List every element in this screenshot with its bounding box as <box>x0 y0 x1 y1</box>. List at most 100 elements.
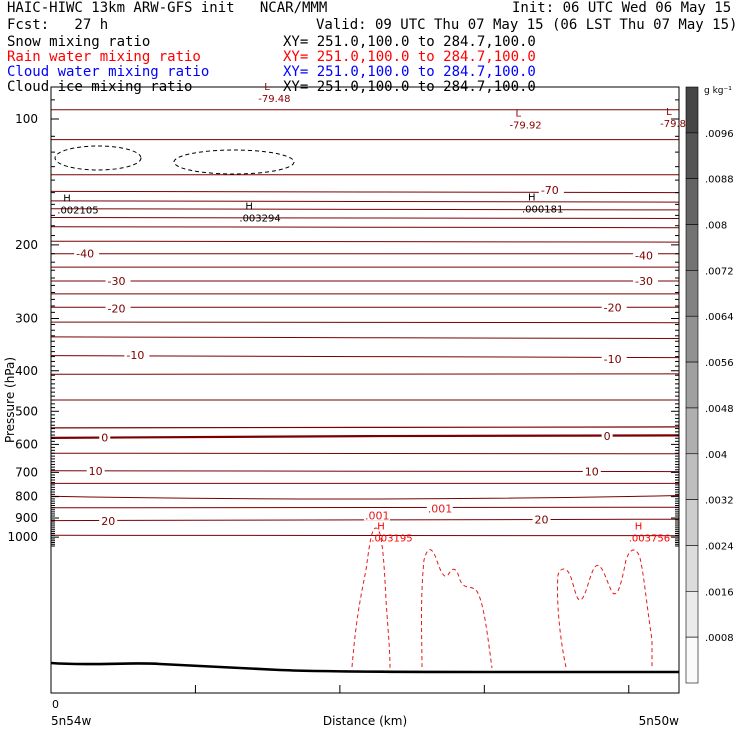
contour-labels: -70 -40 -40 -30 -30 -20 -20 -10 -10 0 0 10 10 20 20 .00… <box>74 183 659 528</box>
rain-contour-0 <box>351 527 391 669</box>
y-tick-label-400: 400 <box>15 364 38 378</box>
extremum-value-6: .003195 <box>371 533 412 544</box>
rain-label-0: .001 <box>365 509 390 522</box>
isotherm-3 <box>50 190 680 194</box>
y-tick-label-100: 100 <box>15 112 38 126</box>
terrain-outline <box>50 661 679 674</box>
colorbar-cell-6 <box>685 361 699 409</box>
isotherm-1 <box>50 138 680 141</box>
x-end-label-right: 5n50w <box>639 714 680 728</box>
label-bg <box>105 273 131 286</box>
temperature-label-13: 20 <box>101 515 115 528</box>
rain-contour-1 <box>421 549 493 669</box>
label-bg <box>99 514 118 527</box>
x-end-label-left: 5n54w <box>51 714 92 728</box>
temperature-label-11: 10 <box>89 465 103 478</box>
colorbar-cell-12 <box>685 636 699 684</box>
colorbar-cell-3 <box>685 224 699 271</box>
y-tick-label-500: 500 <box>15 404 38 418</box>
y-tick-label-300: 300 <box>15 312 38 326</box>
label-bg <box>105 301 131 314</box>
colorbar-cell-1 <box>685 132 699 179</box>
label-bg <box>86 463 105 476</box>
label-bg <box>582 464 601 477</box>
colorbar-unit: g kg⁻¹ <box>704 86 732 96</box>
temperature-label-2: -40 <box>635 249 653 262</box>
cloud-ice-contour-0 <box>54 145 142 171</box>
colorbar-cell-7 <box>685 407 699 455</box>
isotherm-7 <box>50 226 680 229</box>
temperature-label-12: 10 <box>585 465 599 478</box>
terrain-line <box>50 661 679 674</box>
isotherm-17 <box>50 373 680 376</box>
isotherm-11 <box>50 280 680 282</box>
temperature-label-9: 0 <box>101 432 108 445</box>
isotherm-zero <box>50 434 680 439</box>
temperature-label-4: -30 <box>635 275 653 288</box>
y-tick-label-700: 700 <box>15 465 38 479</box>
colorbar-cell-9 <box>685 499 699 546</box>
colorbar-label-8: .0032 <box>705 496 734 507</box>
label-bg <box>601 352 627 365</box>
y-axis: 1002003004005006007008009001000Pressure … <box>3 99 679 547</box>
isotherm-5 <box>50 208 680 211</box>
extremum-marker-7: H <box>635 521 643 532</box>
colorbar-cell-5 <box>685 315 699 363</box>
extremum-marker-6: H <box>377 521 385 532</box>
colorbar-cell-8 <box>685 453 699 500</box>
label-bg <box>99 430 111 443</box>
rain-label-1: .001 <box>428 502 453 515</box>
colorbar-label-1: .0088 <box>705 175 734 186</box>
colorbar-label-7: .004 <box>705 450 727 461</box>
temperature-contours <box>50 108 680 537</box>
temperature-label-3: -30 <box>108 275 126 288</box>
isotherm-12 <box>50 293 680 295</box>
extremum-marker-3: H <box>63 194 71 205</box>
label-bg <box>532 512 551 525</box>
label-bg <box>364 508 390 521</box>
colorbar-label-11: .0008 <box>705 633 734 644</box>
valid-time: Valid: 09 UTC Thu 07 May 15 (06 LST Thu … <box>316 17 738 33</box>
field-xy-cloudwater: XY= 251.0,100.0 to 284.7,100.0 <box>283 64 536 80</box>
colorbar-cell-11 <box>685 591 699 638</box>
field-name-snow: Snow mixing ratio <box>7 34 151 50</box>
extremum-value-7: .003756 <box>629 533 670 544</box>
extremum-marker-1: L <box>515 109 521 120</box>
temperature-label-6: -20 <box>604 301 622 314</box>
extremum-value-0: -79.48 <box>258 94 290 105</box>
colorbar-cell-4 <box>685 270 699 317</box>
extremum-value-5: .000181 <box>522 205 563 216</box>
extremum-marker-5: H <box>528 193 536 204</box>
isotherm-2 <box>50 174 680 176</box>
label-bg <box>124 348 150 361</box>
extremum-value-3: .002105 <box>57 206 98 217</box>
extremum-marker-0: L <box>264 82 270 93</box>
colorbar-label-2: .008 <box>705 221 727 232</box>
colorbar-label-5: .0056 <box>705 358 734 369</box>
x-axis: 0 5n54w 5n50w Distance (km) <box>50 685 680 728</box>
colorbar-cell-10 <box>685 545 699 592</box>
temperature-label-1: -40 <box>76 248 94 261</box>
label-bg <box>633 248 659 261</box>
init-time: Init: 06 UTC Wed 06 May 15 <box>512 0 732 16</box>
temperature-label-10: 0 <box>604 430 611 443</box>
y-tick-label-200: 200 <box>15 238 38 252</box>
label-bg <box>74 246 100 259</box>
cloud-ice-contour-1 <box>173 149 295 175</box>
label-bg <box>601 300 627 313</box>
y-tick-label-900: 900 <box>15 511 38 525</box>
field-name-cloudwater: Cloud water mixing ratio <box>7 64 210 80</box>
y-tick-label-800: 800 <box>15 490 38 504</box>
isotherm-4 <box>50 200 680 203</box>
colorbar-label-4: .0064 <box>705 312 734 323</box>
colorbar-cell-0 <box>685 86 699 134</box>
temperature-label-7: -10 <box>126 349 144 362</box>
rain-contour-2 <box>556 549 653 668</box>
y-axis-label: Pressure (hPa) <box>3 357 17 443</box>
colorbar-label-10: .0016 <box>705 587 734 598</box>
extremum-value-4: .003294 <box>239 213 280 224</box>
extremum-marker-2: L <box>666 107 672 118</box>
isotherm-18 <box>50 399 680 401</box>
label-bg <box>633 273 659 286</box>
extremum-value-1: -79.92 <box>509 121 541 132</box>
